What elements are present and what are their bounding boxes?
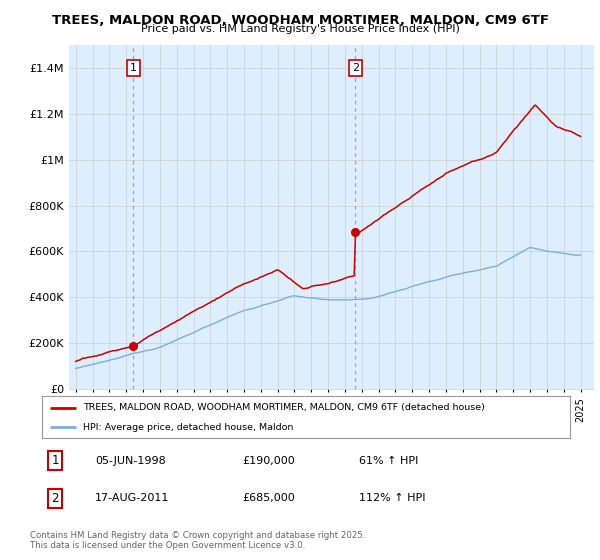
Text: 2: 2 xyxy=(352,63,359,73)
Text: 112% ↑ HPI: 112% ↑ HPI xyxy=(359,493,425,503)
Text: HPI: Average price, detached house, Maldon: HPI: Average price, detached house, Mald… xyxy=(83,423,293,432)
Text: £190,000: £190,000 xyxy=(242,456,295,465)
Text: Price paid vs. HM Land Registry's House Price Index (HPI): Price paid vs. HM Land Registry's House … xyxy=(140,24,460,34)
Text: 05-JUN-1998: 05-JUN-1998 xyxy=(95,456,166,465)
Text: 2: 2 xyxy=(52,492,59,505)
Text: 1: 1 xyxy=(52,454,59,467)
Text: TREES, MALDON ROAD, WOODHAM MORTIMER, MALDON, CM9 6TF (detached house): TREES, MALDON ROAD, WOODHAM MORTIMER, MA… xyxy=(83,403,485,412)
Text: TREES, MALDON ROAD, WOODHAM MORTIMER, MALDON, CM9 6TF: TREES, MALDON ROAD, WOODHAM MORTIMER, MA… xyxy=(52,14,548,27)
Text: 61% ↑ HPI: 61% ↑ HPI xyxy=(359,456,418,465)
Text: 17-AUG-2011: 17-AUG-2011 xyxy=(95,493,169,503)
Text: £685,000: £685,000 xyxy=(242,493,295,503)
Text: Contains HM Land Registry data © Crown copyright and database right 2025.
This d: Contains HM Land Registry data © Crown c… xyxy=(30,531,365,550)
Text: 1: 1 xyxy=(130,63,137,73)
